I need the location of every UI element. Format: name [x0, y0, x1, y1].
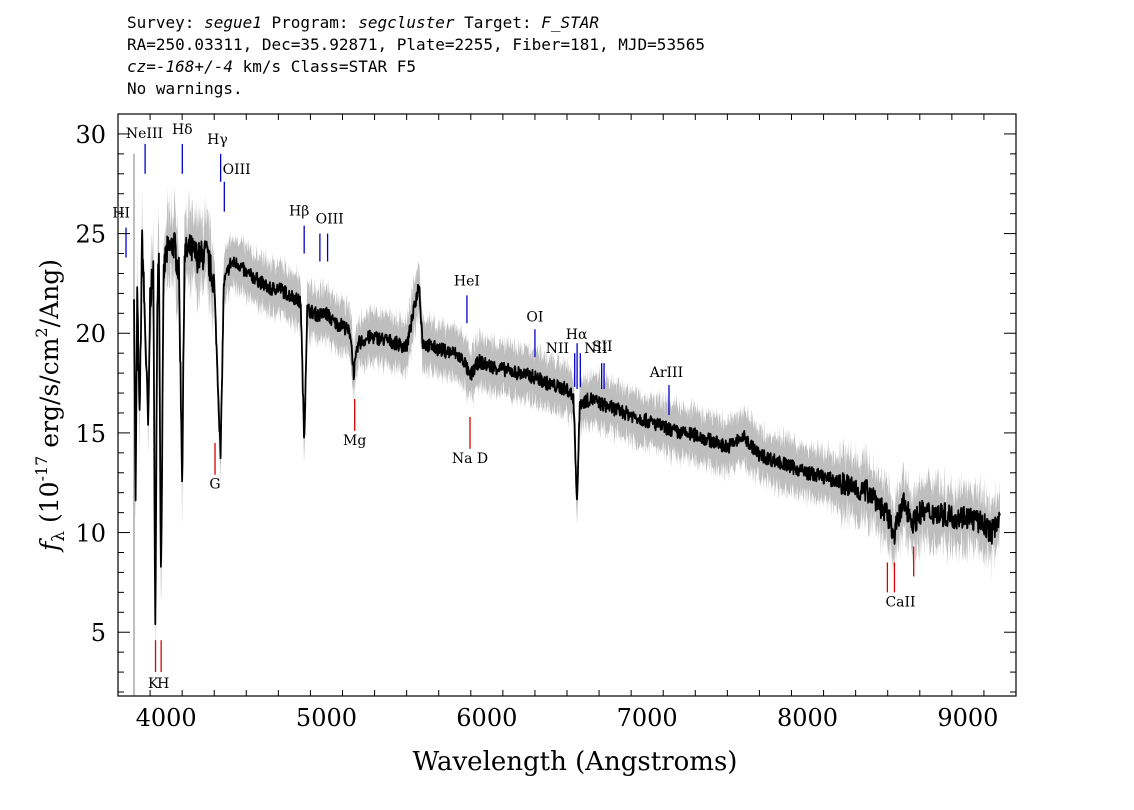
- line-markers-layer: [125, 143, 915, 673]
- line-label: K: [148, 676, 159, 692]
- flux-line: [133, 229, 1001, 626]
- y-tick-label: 5: [91, 619, 106, 647]
- x-tick-label: 4000: [136, 704, 197, 732]
- header-line-redshift: cz=-168+/-4 km/s Class=STAR F5: [127, 56, 705, 78]
- program-value: segcluster: [358, 13, 455, 32]
- survey-value: segue1: [204, 13, 262, 32]
- x-tick-label: 8000: [777, 704, 838, 732]
- target-value: F_STAR: [541, 13, 600, 32]
- cz-value: cz=-168+/-4: [127, 57, 233, 76]
- program-label: Program:: [261, 13, 359, 32]
- y-axis-title: fλ (10-17 erg/s/cm2/Ang): [32, 259, 69, 553]
- spectrum-header: Survey: segue1 Program: segcluster Targe…: [127, 12, 705, 100]
- header-line-survey: Survey: segue1 Program: segcluster Targe…: [127, 12, 705, 34]
- y-tick-label: 30: [75, 121, 106, 149]
- error-band: [134, 185, 1000, 660]
- x-tick-label: 6000: [456, 704, 517, 732]
- line-label: OIII: [223, 162, 251, 178]
- header-line-warnings: No warnings.: [127, 79, 243, 98]
- line-label: ArIII: [649, 365, 683, 381]
- axes-layer: 4000 5000 6000 7000 8000 9000 5 10 15 20 25 30 Wavel…: [32, 113, 1017, 777]
- x-axis-title: Wavelength (Angstroms): [413, 747, 738, 777]
- line-label: Hγ: [207, 132, 228, 148]
- line-label: NeIII: [126, 126, 163, 142]
- line-label: HeI: [454, 273, 480, 289]
- header-line-coordinates: RA=250.03311, Dec=35.92871, Plate=2255, …: [127, 35, 705, 54]
- y-tick-label: 25: [75, 221, 106, 249]
- line-label: H: [157, 676, 169, 692]
- x-tick-label: 7000: [617, 704, 678, 732]
- y-tick-label: 10: [75, 520, 106, 548]
- line-label: Hα: [566, 327, 588, 343]
- error-band-layer: [133, 153, 1000, 696]
- survey-label: Survey:: [127, 13, 205, 32]
- line-label: OIII: [316, 212, 344, 228]
- line-label: CaII: [885, 594, 915, 610]
- y-tick-label: 15: [75, 420, 106, 448]
- line-label: Hδ: [172, 122, 193, 138]
- line-label: NII: [584, 341, 607, 357]
- line-label: HI: [112, 206, 130, 222]
- x-tick-label: 9000: [937, 704, 998, 732]
- target-label: Target:: [454, 13, 542, 32]
- line-label: OI: [526, 309, 543, 325]
- line-label: G: [209, 477, 220, 493]
- line-label: NII: [546, 341, 569, 357]
- class-text: km/s Class=STAR F5: [232, 57, 416, 76]
- flux-layer: [133, 229, 1001, 626]
- y-tick-label: 20: [75, 320, 106, 348]
- line-label: Hβ: [289, 204, 309, 220]
- line-label: SII: [592, 339, 613, 355]
- line-label: Na D: [452, 451, 488, 467]
- x-tick-label: 5000: [296, 704, 357, 732]
- line-label: Mg: [343, 433, 366, 449]
